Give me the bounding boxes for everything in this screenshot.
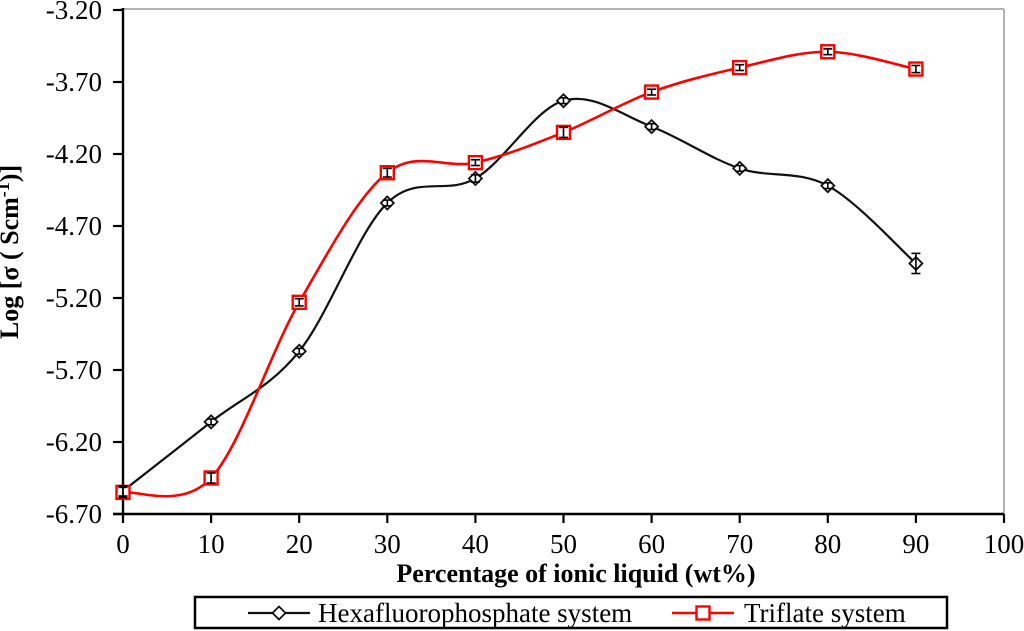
plot-frame	[113, 8, 1005, 516]
legend: Hexafluorophosphate system Triflate syst…	[193, 595, 949, 630]
y-tick-label: -5.70	[46, 355, 102, 385]
x-tick-label: 10	[198, 529, 225, 559]
x-tick-label: 30	[374, 529, 401, 559]
legend-box	[193, 595, 949, 630]
x-tick-label: 60	[638, 529, 665, 559]
x-tick-label: 20	[286, 529, 313, 559]
axis-ticks	[113, 8, 1006, 523]
x-tick-label: 90	[902, 529, 929, 559]
legend-item-triflate: Triflate system	[672, 598, 906, 628]
y-tick-label: -4.20	[46, 139, 102, 169]
x-axis-title: Percentage of ionic liquid (wt%)	[396, 559, 755, 588]
y-tick-label: -4.70	[46, 211, 102, 241]
series-line-triflate	[121, 50, 918, 498]
y-tick-label: -6.20	[46, 427, 102, 457]
diamond-marker-icon	[271, 605, 287, 621]
x-tick-label: 100	[984, 529, 1024, 559]
x-tick-label: 70	[726, 529, 753, 559]
x-tick-label: 50	[550, 529, 577, 559]
x-tick-label: 0	[116, 529, 130, 559]
y-axis-title: Log [σ ( Scm-1)]	[0, 165, 24, 339]
axis-tick-labels: -3.20 -3.70 -4.20 -4.70 -5.20 -5.70 -6.20 -6.70…	[46, 0, 1024, 559]
y-tick-label: -3.20	[46, 0, 102, 25]
legend-label-triflate: Triflate system	[744, 598, 906, 628]
y-tick-label: -5.20	[46, 283, 102, 313]
legend-label-hexafluorophosphate: Hexafluorophosphate system	[318, 598, 632, 628]
x-tick-label: 40	[462, 529, 489, 559]
legend-item-hexafluorophosphate: Hexafluorophosphate system	[248, 598, 632, 628]
square-marker-icon	[695, 605, 711, 621]
y-tick-label: -6.70	[46, 499, 102, 529]
data-series-layer	[115, 44, 924, 501]
y-tick-label: -3.70	[46, 67, 102, 97]
series-line-hexafluorophosphate	[121, 97, 917, 493]
x-tick-label: 80	[814, 529, 841, 559]
